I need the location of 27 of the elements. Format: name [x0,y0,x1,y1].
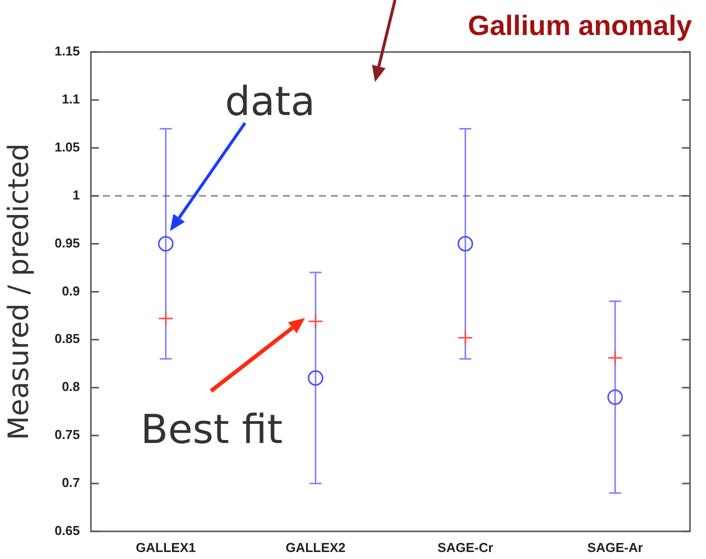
y-tick-label: 1.05 [54,139,80,154]
y-tick-label: 1 [72,187,80,202]
point [308,370,324,386]
y-tick-label: 0.95 [54,235,80,250]
point [607,350,623,366]
chart-title: Gallium anomaly [468,10,692,42]
y-tick-label: 1.15 [54,44,80,59]
point [458,236,474,252]
y-tick-label: 0.8 [62,379,80,394]
y-tick-label: 1.1 [62,92,80,107]
y-tick-label: 0.75 [54,427,80,442]
y-tick-label: 0.7 [62,475,80,490]
annotation: data [225,79,316,125]
point [607,389,623,405]
y-axis-title: Measured / predicted [2,143,36,440]
annotation: Best fit [140,407,283,454]
point [158,310,174,326]
y-tick-label: 0.85 [54,331,80,346]
y-tick-label: 0.65 [54,522,80,538]
y-tick-label: 0.9 [62,283,80,298]
point [308,314,324,330]
x-tick-label: SAGE-Cr [438,540,494,555]
x-tick-label: GALLEX1 [136,540,196,555]
point [158,236,174,252]
x-tick-label: GALLEX2 [286,540,346,555]
point [458,330,474,346]
x-tick-label: SAGE-Ar [587,540,643,555]
